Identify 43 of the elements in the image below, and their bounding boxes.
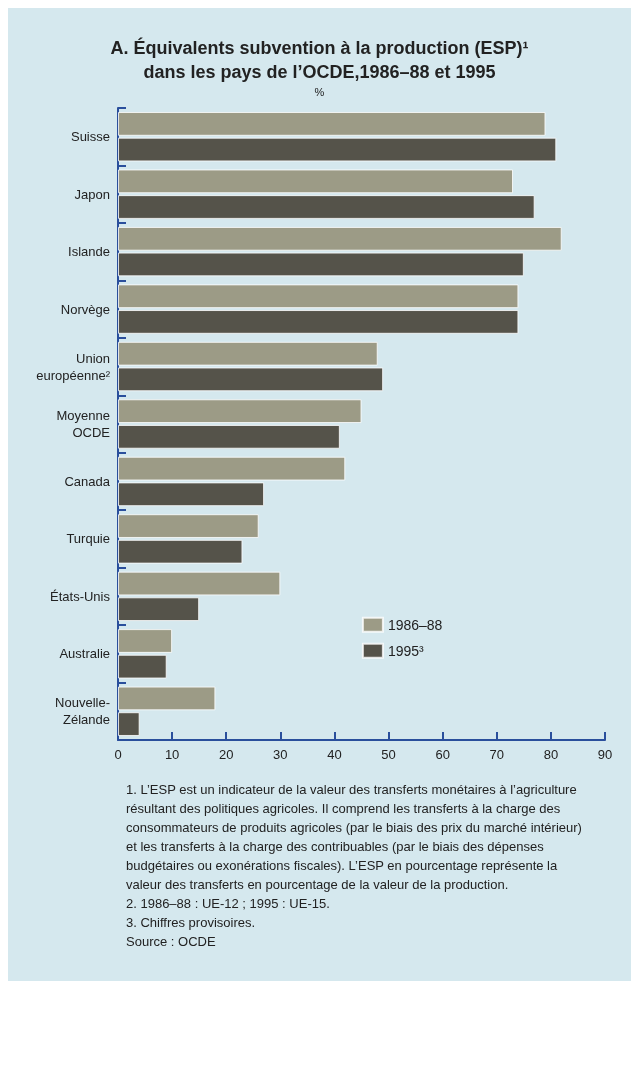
bar <box>118 284 519 309</box>
text: 2. 1986–88 : UE-12 ; 1995 : UE-15. <box>126 895 331 913</box>
x-tick-label: 10 <box>164 747 180 762</box>
bar <box>118 310 519 334</box>
bar <box>118 654 167 679</box>
bar <box>118 686 216 711</box>
y-tick-label: Union européenne² <box>36 350 111 383</box>
y-tick-label: Nouvelle-Zélande <box>55 695 110 728</box>
bar <box>118 539 243 564</box>
y-tick-label: Turquie <box>66 531 110 547</box>
bar <box>118 112 546 136</box>
x-tick-label: 90 <box>597 747 613 762</box>
bar <box>118 629 173 653</box>
bar <box>118 399 362 424</box>
x-tick-label: 20 <box>218 747 234 762</box>
bar <box>118 514 259 538</box>
bar <box>118 424 340 449</box>
bar <box>118 137 557 162</box>
y-tick-label: Islande <box>68 244 110 260</box>
text: 1. L’ESP est un indicateur de la valeur des transferts monétaires à l’agriculture résultant des politiques agricoles. Il comprend les transferts à la charge des consommateurs de produits agricoles (par le biais des prix du marché intérieur) et les transferts à la charge des contribuables (par le biais des dépenses budgétaires ou exonérations fiscales). L’ESP en pourcentage représente la valeur des transferts en pourcentage de la valeur de la production. <box>126 781 583 894</box>
y-tick-label: États-Unis <box>50 588 111 604</box>
x-tick-label: 50 <box>381 747 396 762</box>
x-tick-label: 60 <box>435 747 450 762</box>
source-note: Source : OCDE <box>126 933 217 951</box>
legend-label: 1986–88 <box>387 616 443 633</box>
bar <box>118 169 514 194</box>
bar <box>118 712 140 736</box>
x-tick-label: 30 <box>273 747 288 762</box>
x-tick-label: 40 <box>327 747 342 762</box>
legend-label: 1995³ <box>387 642 425 659</box>
y-tick-label: Japon <box>74 186 110 202</box>
y-tick-label: Australie <box>59 646 110 662</box>
y-tick-label: Norvège <box>60 301 110 317</box>
y-tick-label: Canada <box>64 473 111 489</box>
chart-subtitle: % <box>313 86 326 98</box>
text: 3. Chiffres provisoires. <box>126 914 257 932</box>
x-tick-label: 0 <box>114 747 122 762</box>
bar <box>118 195 535 219</box>
x-tick-label: 70 <box>489 747 505 762</box>
chart-title: A. Équivalents subvention à la production (ESP)¹ dans les pays de l’OCDE,1986–88 et 1995 <box>109 36 530 84</box>
x-tick-label: 80 <box>543 747 559 762</box>
y-tick-label: Moyenne OCDE <box>56 408 111 440</box>
y-tick-label: Suisse <box>70 129 110 145</box>
